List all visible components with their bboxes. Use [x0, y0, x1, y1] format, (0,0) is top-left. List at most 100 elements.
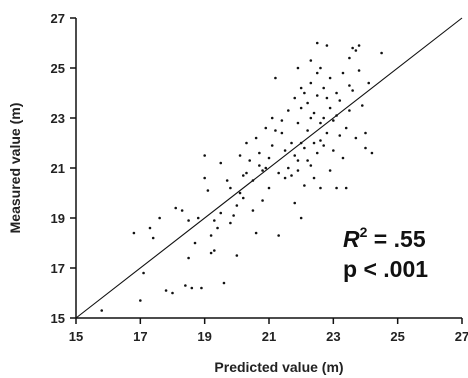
data-point	[332, 149, 335, 152]
data-point	[180, 209, 184, 212]
r-squared-value: = .55	[367, 226, 425, 252]
data-point	[370, 151, 374, 155]
data-point	[280, 131, 284, 135]
data-point	[258, 151, 261, 155]
data-point	[287, 109, 290, 112]
y-tick-label: 25	[51, 61, 65, 76]
data-point	[203, 154, 206, 157]
y-tick-label: 15	[51, 311, 65, 326]
data-point	[328, 76, 332, 80]
data-point	[277, 171, 280, 175]
data-point	[245, 171, 248, 175]
x-axis-ticks: 15 17 19 21 23 25 27	[69, 318, 468, 344]
data-point	[332, 119, 335, 122]
data-point	[319, 66, 322, 70]
data-point	[151, 236, 155, 240]
x-tick-label: 17	[133, 329, 147, 344]
data-point	[322, 86, 325, 90]
data-point	[322, 116, 325, 120]
data-point	[245, 141, 248, 145]
data-point	[254, 231, 258, 235]
data-point	[225, 179, 229, 182]
data-point	[309, 116, 313, 120]
data-point	[238, 154, 242, 157]
data-point	[299, 216, 303, 220]
data-point	[380, 51, 383, 55]
data-point	[190, 286, 194, 290]
data-point	[196, 216, 200, 220]
data-point	[290, 174, 293, 177]
data-point	[364, 131, 367, 135]
data-point	[296, 169, 300, 172]
data-point	[293, 201, 297, 205]
data-point	[216, 226, 219, 230]
data-point	[328, 106, 332, 110]
data-point	[241, 174, 245, 177]
x-axis-label: Predicted value (m)	[214, 359, 343, 375]
data-point	[299, 106, 303, 110]
data-point	[319, 121, 322, 125]
data-point	[206, 189, 210, 192]
data-point	[148, 226, 152, 230]
r-exponent: 2	[360, 224, 368, 240]
y-tick-label: 23	[51, 111, 65, 126]
data-point	[251, 209, 255, 212]
data-point	[312, 176, 316, 180]
data-point	[174, 206, 178, 210]
data-point	[248, 159, 251, 162]
data-point	[303, 146, 306, 150]
data-point	[357, 44, 361, 47]
data-point	[270, 144, 274, 147]
data-point	[354, 136, 358, 140]
data-point	[132, 231, 136, 235]
data-point	[335, 91, 338, 95]
data-point	[203, 176, 206, 180]
x-tick-label: 23	[326, 329, 340, 344]
data-point	[338, 99, 342, 102]
data-point	[312, 141, 316, 145]
y-tick-label: 19	[51, 211, 65, 226]
data-point	[229, 221, 232, 225]
data-point	[296, 121, 300, 125]
data-point	[267, 186, 271, 190]
y-tick-label: 27	[51, 11, 65, 26]
data-point	[360, 104, 364, 107]
data-point	[287, 166, 290, 170]
data-point	[187, 219, 190, 222]
data-point	[264, 126, 268, 130]
x-tick-label: 15	[69, 329, 83, 344]
data-point	[303, 184, 306, 187]
data-point	[351, 46, 354, 50]
data-point	[209, 234, 213, 237]
data-point	[261, 199, 264, 202]
data-point	[235, 254, 239, 257]
data-point	[312, 111, 316, 115]
data-point	[309, 59, 313, 62]
x-tick-label: 19	[197, 329, 211, 344]
y-axis-label: Measured value (m)	[7, 103, 23, 234]
data-point	[164, 289, 168, 292]
data-point	[335, 186, 338, 190]
data-point	[270, 116, 274, 120]
data-point	[219, 161, 223, 165]
data-point	[238, 191, 242, 195]
data-point	[290, 141, 293, 145]
data-point	[142, 271, 145, 275]
data-point	[341, 156, 345, 160]
data-point	[315, 94, 319, 97]
data-point	[315, 151, 319, 155]
data-point	[229, 186, 232, 190]
data-point	[213, 219, 216, 222]
data-point	[293, 96, 297, 100]
data-point	[325, 44, 329, 47]
data-point	[357, 69, 361, 72]
data-point	[209, 251, 213, 255]
data-point	[315, 71, 319, 75]
data-point	[351, 89, 354, 92]
x-tick-label: 27	[455, 329, 468, 344]
data-point	[219, 211, 223, 215]
data-point	[193, 241, 197, 245]
data-point	[319, 186, 322, 190]
reference-line	[75, 17, 463, 319]
